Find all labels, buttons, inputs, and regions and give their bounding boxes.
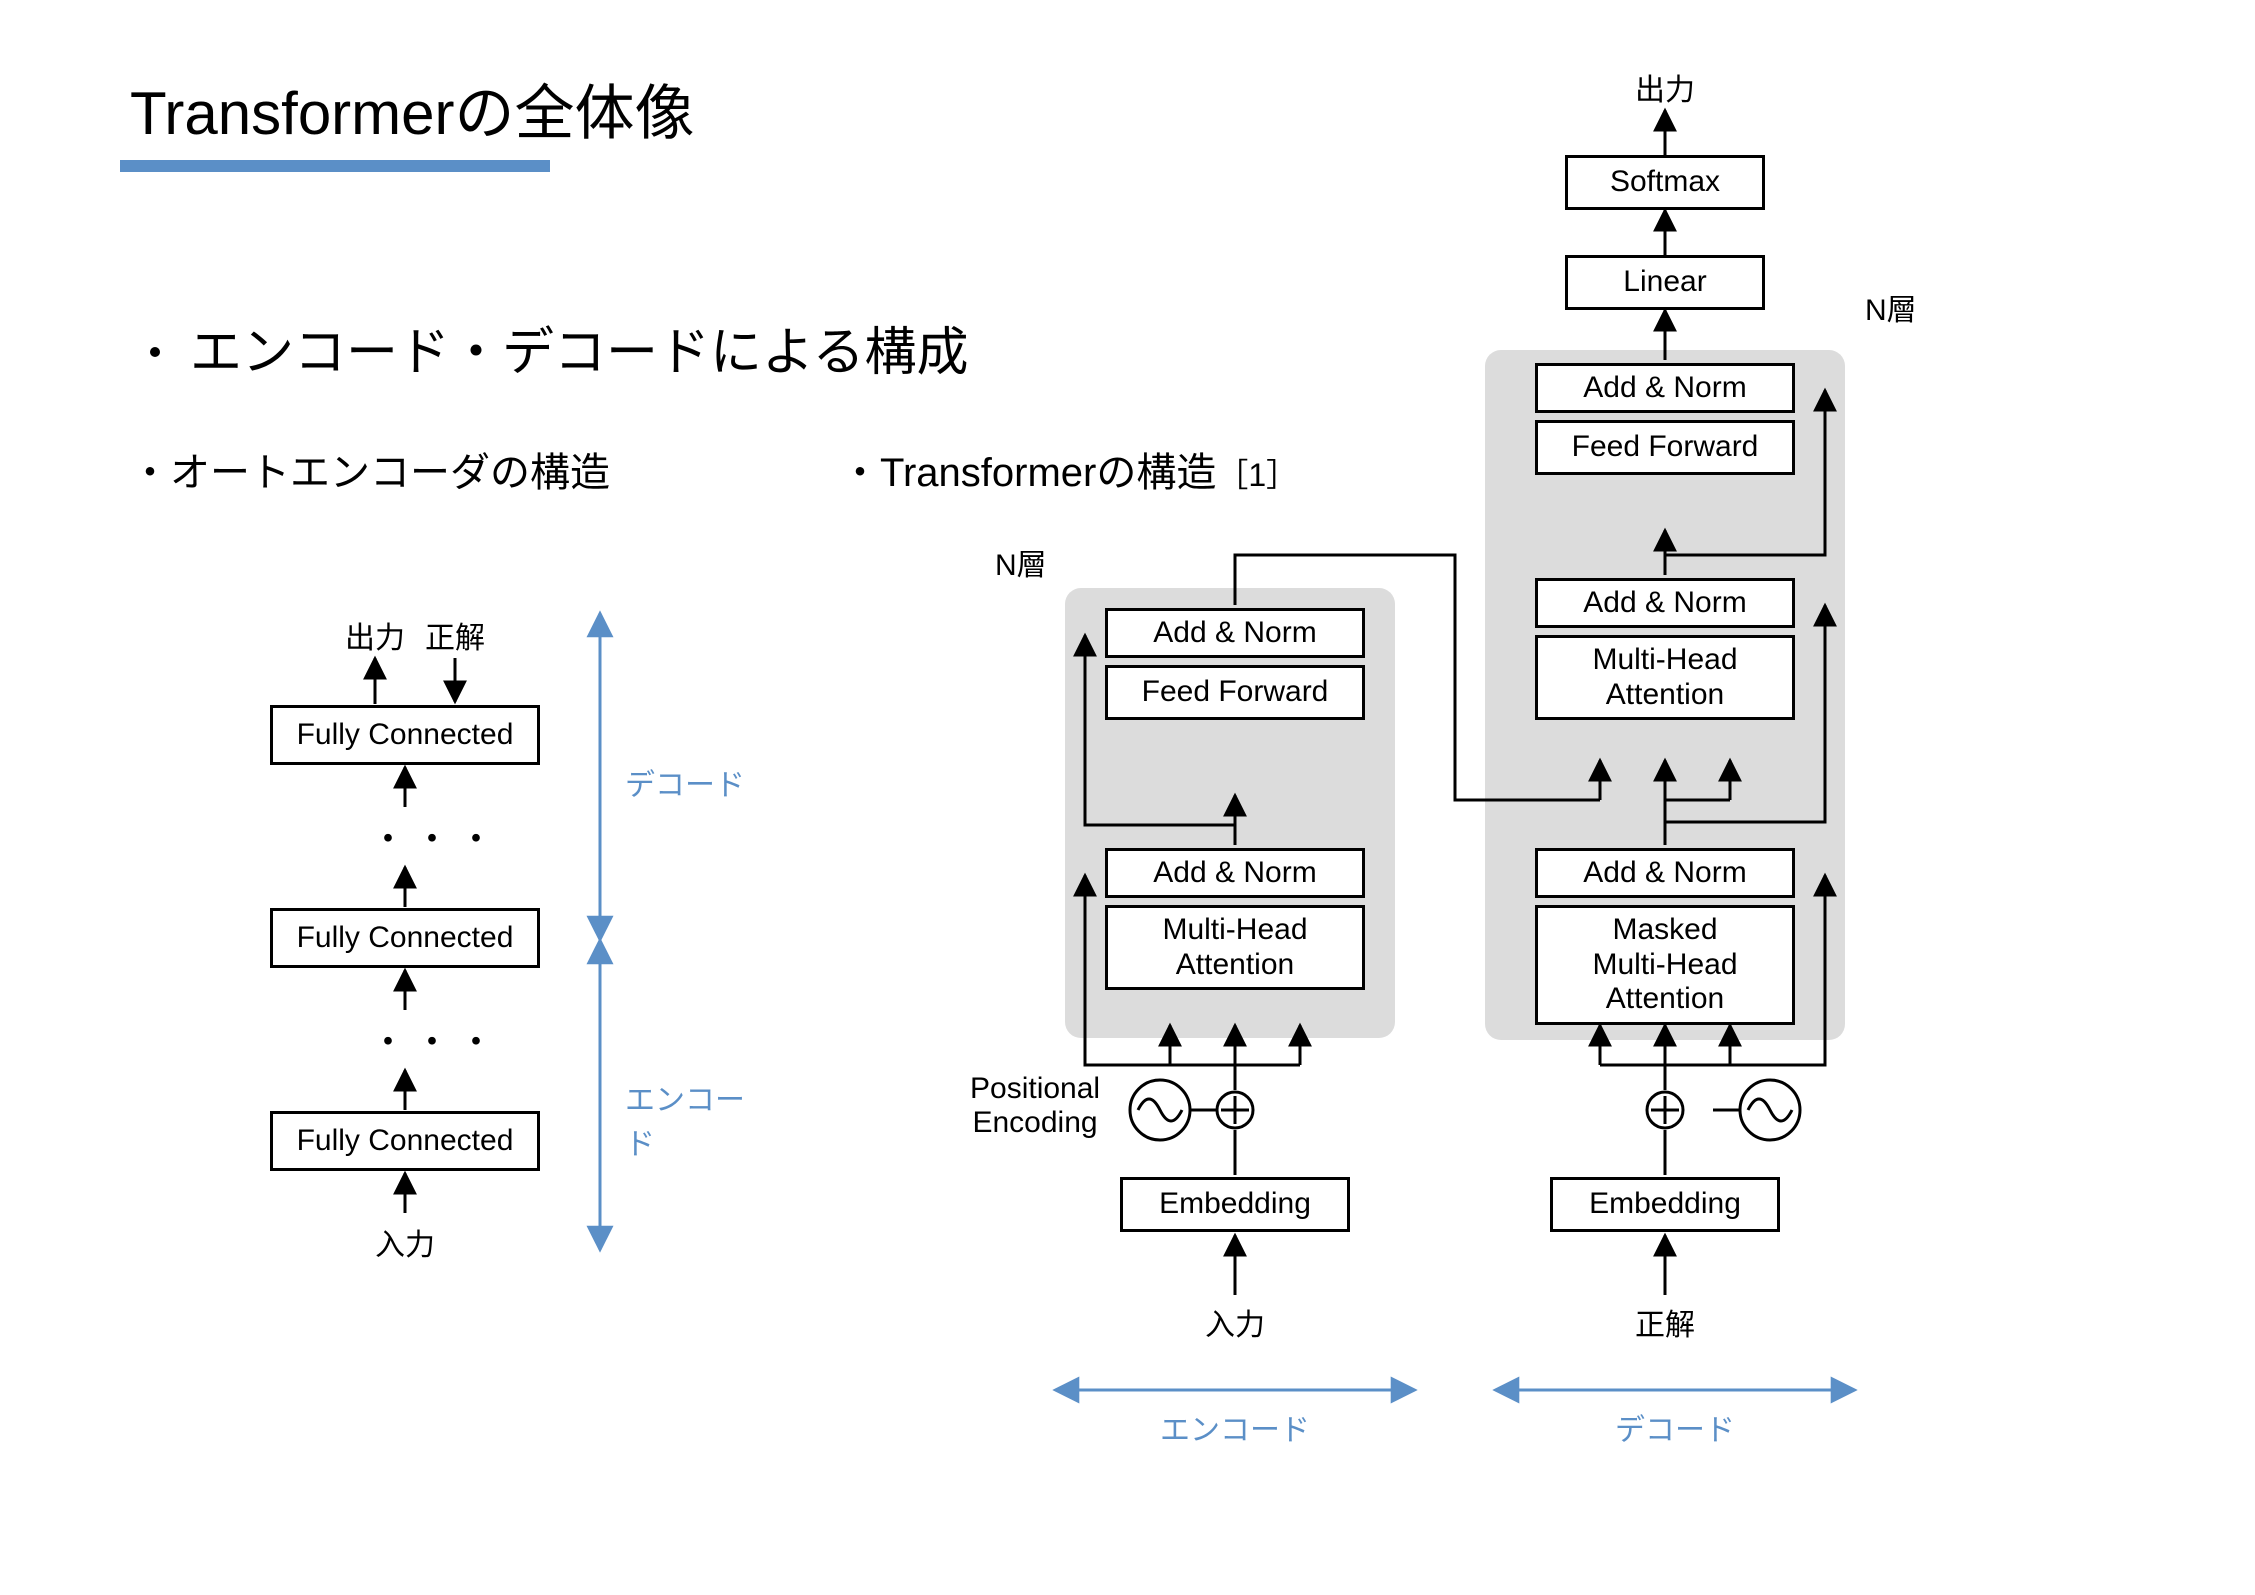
- ae-input-label: 入力: [375, 1220, 435, 1264]
- positional-encoding-icon-right: [1740, 1080, 1800, 1140]
- dec-mha: Multi-Head Attention: [1535, 635, 1795, 720]
- tx-output-label: 出力: [1635, 65, 1695, 109]
- dec-ff: Feed Forward: [1535, 420, 1795, 475]
- ae-dots-2: ・・・: [370, 1013, 502, 1065]
- dec-addnorm-1: Add & Norm: [1535, 363, 1795, 413]
- dec-addnorm-2: Add & Norm: [1535, 578, 1795, 628]
- ae-decode-label: デコード: [625, 760, 745, 804]
- bullet-main: エンコード・デコードによる構成: [150, 310, 968, 385]
- slide-title: Transformerの全体像: [130, 65, 695, 152]
- ae-fc-2: Fully Connected: [270, 908, 540, 968]
- ae-fc-3: Fully Connected: [270, 1111, 540, 1171]
- autoencoder-diagram: 出力 正解 Fully Connected ・・・ Fully Connecte…: [260, 510, 760, 1280]
- enc-embedding: Embedding: [1120, 1177, 1350, 1232]
- positional-encoding-icon-left: [1130, 1080, 1190, 1140]
- ae-fc-1: Fully Connected: [270, 705, 540, 765]
- enc-addnorm-2: Add & Norm: [1105, 848, 1365, 898]
- n-layer-encoder: N層: [995, 540, 1047, 584]
- dec-embedding: Embedding: [1550, 1177, 1780, 1232]
- dec-masked-mha: Masked Multi-Head Attention: [1535, 905, 1795, 1025]
- transformer-diagram: 出力 Softmax Linear N層 N層 Add & Norm Feed …: [960, 60, 2160, 1540]
- bullet-dot-icon: [150, 347, 160, 357]
- positional-encoding-label: Positional Encoding: [970, 1072, 1100, 1140]
- tx-input-label: 入力: [1205, 1300, 1265, 1344]
- tx-target-label: 正解: [1635, 1300, 1695, 1344]
- softmax-block: Softmax: [1565, 155, 1765, 210]
- title-underline: [120, 160, 550, 172]
- tx-wires: [960, 60, 2160, 1540]
- ae-encode-label: エンコード: [625, 1075, 760, 1163]
- subtitle-left: ・オートエンコーダの構造: [130, 440, 610, 498]
- ae-dots-1: ・・・: [370, 810, 502, 862]
- encode-label: エンコード: [1160, 1405, 1310, 1449]
- enc-addnorm-1: Add & Norm: [1105, 608, 1365, 658]
- enc-mha: Multi-Head Attention: [1105, 905, 1365, 990]
- n-layer-decoder: N層: [1865, 285, 1917, 329]
- ae-target-label: 正解: [425, 613, 485, 657]
- enc-ff: Feed Forward: [1105, 665, 1365, 720]
- linear-block: Linear: [1565, 255, 1765, 310]
- dec-addnorm-3: Add & Norm: [1535, 848, 1795, 898]
- bullet-main-text: エンコード・デコードによる構成: [190, 324, 968, 382]
- ae-output-label: 出力: [345, 613, 405, 657]
- decode-label: デコード: [1615, 1405, 1735, 1449]
